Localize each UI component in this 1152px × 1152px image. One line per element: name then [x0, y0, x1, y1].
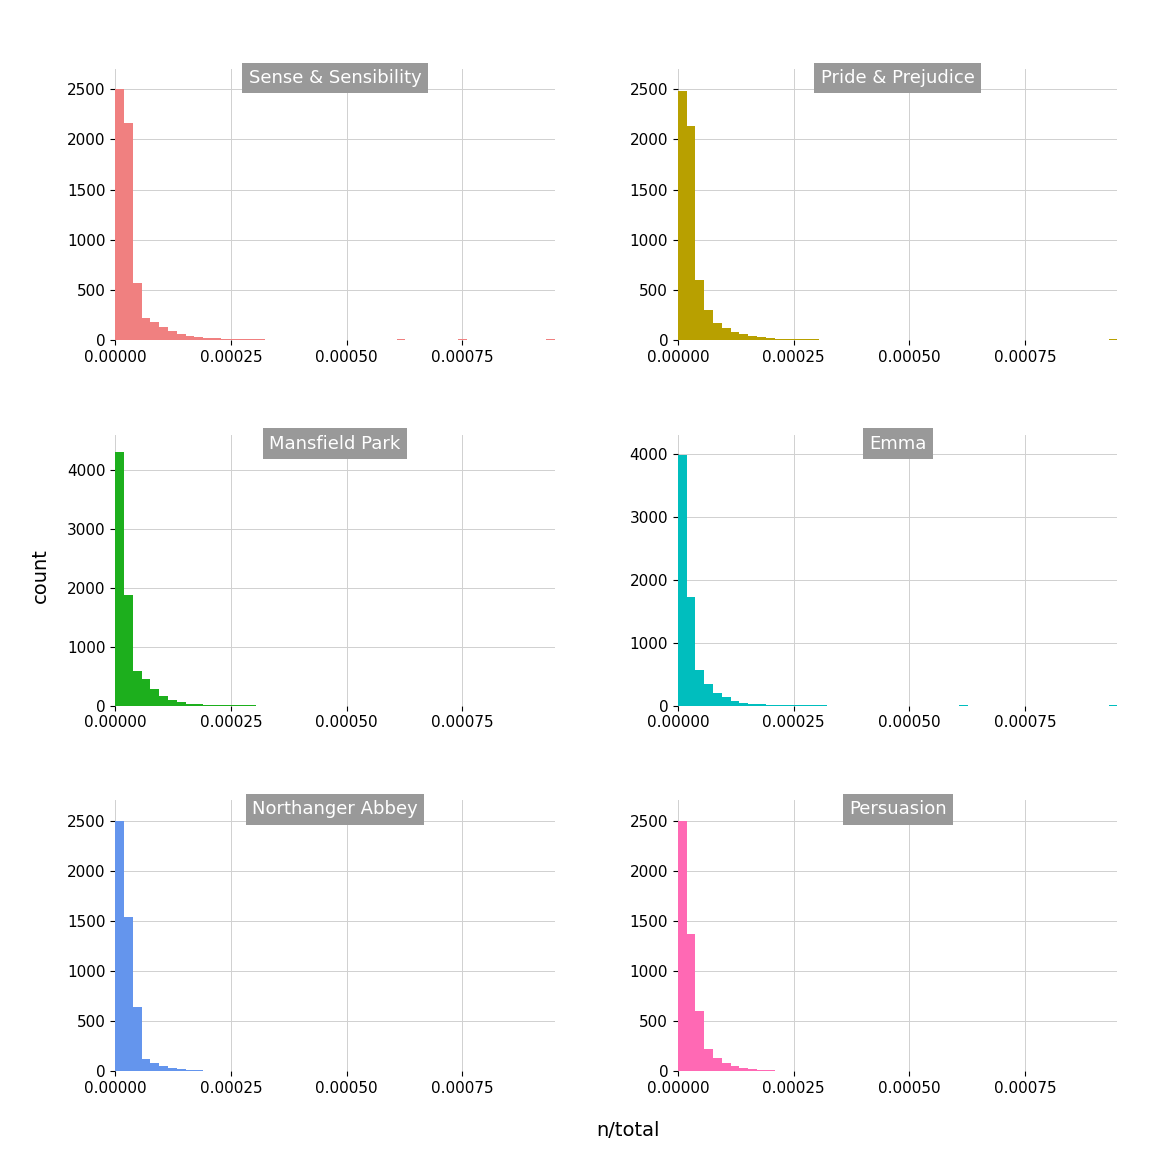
Bar	[740, 334, 748, 340]
Text: Persuasion: Persuasion	[849, 801, 947, 818]
Bar	[713, 323, 722, 340]
Bar	[740, 703, 748, 706]
Bar	[748, 704, 757, 706]
Bar	[677, 455, 687, 706]
Bar	[115, 453, 124, 706]
Text: Mansfield Park: Mansfield Park	[270, 434, 401, 453]
Bar	[203, 338, 212, 340]
Bar	[159, 327, 168, 340]
Bar	[185, 336, 195, 340]
Text: n/total: n/total	[596, 1122, 660, 1140]
Bar	[748, 336, 757, 340]
Bar	[757, 338, 766, 340]
Bar	[185, 1070, 195, 1071]
Bar	[132, 1007, 142, 1071]
Bar	[142, 1060, 151, 1071]
Bar	[677, 91, 687, 340]
Text: count: count	[31, 548, 50, 604]
Bar	[168, 699, 176, 706]
Bar	[687, 598, 696, 706]
Bar	[730, 700, 740, 706]
Bar	[677, 820, 687, 1071]
Bar	[696, 280, 704, 340]
Bar	[124, 917, 132, 1071]
Bar	[757, 704, 766, 706]
Bar	[176, 703, 185, 706]
Bar	[151, 689, 159, 706]
Bar	[159, 696, 168, 706]
Bar	[142, 318, 151, 340]
Bar	[132, 670, 142, 706]
Bar	[124, 123, 132, 340]
Bar	[151, 1063, 159, 1071]
Bar	[168, 331, 176, 340]
Bar	[687, 127, 696, 340]
Bar	[696, 1011, 704, 1071]
Bar	[195, 704, 203, 706]
Bar	[757, 1070, 766, 1071]
Bar	[722, 328, 730, 340]
Bar	[713, 1059, 722, 1071]
Bar	[124, 594, 132, 706]
Bar	[696, 669, 704, 706]
Bar	[748, 1069, 757, 1071]
Bar	[195, 338, 203, 340]
Bar	[176, 334, 185, 340]
Bar	[132, 282, 142, 340]
Text: Emma: Emma	[869, 434, 926, 453]
Text: Sense & Sensibility: Sense & Sensibility	[249, 69, 422, 88]
Bar	[212, 339, 221, 340]
Bar	[730, 1067, 740, 1071]
Bar	[740, 1068, 748, 1071]
Bar	[704, 1049, 713, 1071]
Bar	[151, 321, 159, 340]
Bar	[774, 339, 783, 340]
Text: Pride & Prejudice: Pride & Prejudice	[820, 69, 975, 88]
Bar	[115, 820, 124, 1071]
Bar	[142, 679, 151, 706]
Bar	[159, 1066, 168, 1071]
Bar	[713, 694, 722, 706]
Bar	[766, 339, 774, 340]
Bar	[722, 697, 730, 706]
Text: Northanger Abbey: Northanger Abbey	[252, 801, 418, 818]
Bar	[722, 1063, 730, 1071]
Bar	[221, 339, 229, 340]
Bar	[176, 1069, 185, 1071]
Bar	[730, 332, 740, 340]
Bar	[185, 704, 195, 706]
Bar	[704, 683, 713, 706]
Bar	[704, 310, 713, 340]
Bar	[168, 1068, 176, 1071]
Bar	[115, 89, 124, 340]
Bar	[687, 934, 696, 1071]
